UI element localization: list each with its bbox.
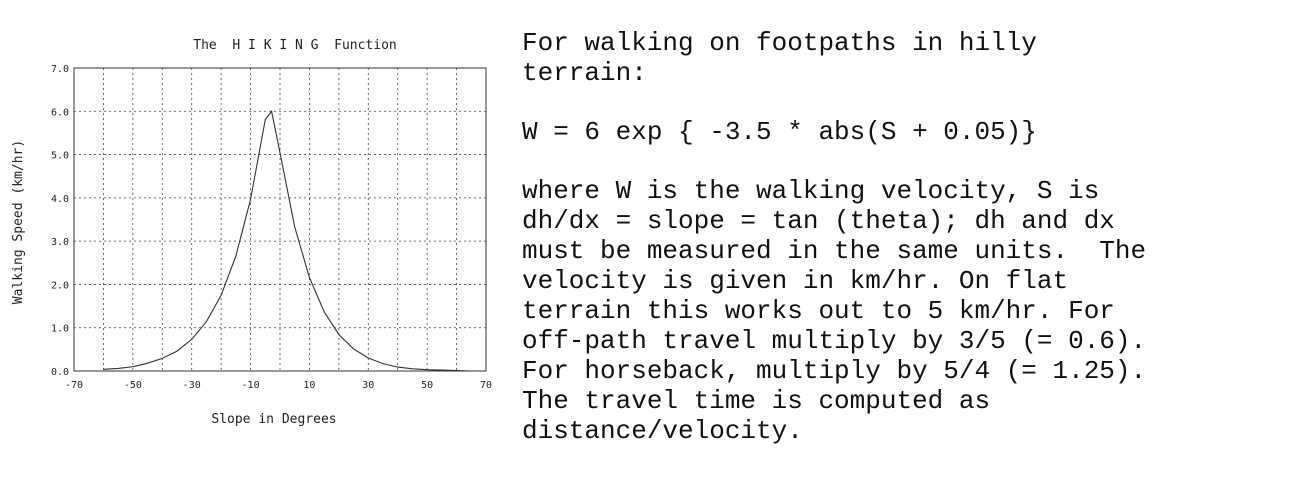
x-tick-label: -10 (242, 380, 260, 391)
x-tick-label: 50 (421, 380, 433, 391)
hiking-function-chart: The H I K I N G Function -70 -50 -30 -10 10 3… (11, 38, 492, 427)
body-line: terrain this works out to 5 km/hr. For (522, 296, 1115, 326)
tick-labels: -70 -50 -30 -10 10 30 50 70 0.0 1.0 2.0 3.0 4.0 5.0 6.… (51, 64, 492, 391)
body-line: off-path travel multiply by 3/5 (= 0.6). (522, 326, 1147, 356)
y-axis-label: Walking Speed (km/hr) (11, 140, 26, 304)
body-line: distance/velocity. (522, 416, 803, 446)
y-tick-label: 3.0 (51, 237, 69, 248)
plot-frame (73, 67, 487, 372)
body-line: The travel time is computed as (522, 386, 991, 416)
body-line: For horseback, multiply by 5/4 (= 1.25). (522, 356, 1147, 386)
x-tick-label: -30 (183, 380, 201, 391)
x-tick-label: -50 (124, 380, 142, 391)
body-line: where W is the walking velocity, S is (522, 176, 1100, 206)
body-line: must be measured in the same units. The (522, 236, 1147, 266)
y-tick-label: 4.0 (51, 194, 69, 205)
intro-line: For walking on footpaths in hilly (522, 28, 1037, 58)
y-tick-label: 5.0 (51, 151, 69, 162)
grid (74, 68, 486, 371)
x-tick-label: 70 (480, 380, 492, 391)
body-line: velocity is given in km/hr. On flat (522, 266, 1069, 296)
x-axis-label: Slope in Degrees (211, 412, 336, 427)
y-tick-label: 7.0 (51, 64, 69, 75)
x-tick-label: 10 (303, 380, 315, 391)
x-tick-label: 30 (362, 380, 374, 391)
formula: W = 6 exp { -3.5 * abs(S + 0.05)} (522, 117, 1037, 147)
body-line: dh/dx = slope = tan (theta); dh and dx (522, 206, 1115, 236)
x-tick-label: -70 (65, 380, 83, 391)
y-tick-label: 1.0 (51, 324, 69, 335)
y-tick-label: 2.0 (51, 280, 69, 291)
intro-line: terrain: (522, 58, 647, 88)
y-tick-label: 0.0 (51, 367, 69, 378)
y-tick-label: 6.0 (51, 107, 69, 118)
hiking-curve (103, 110, 472, 372)
hiking-description: For walking on footpaths in hilly terrai… (522, 28, 1297, 446)
chart-title: The H I K I N G Function (193, 38, 397, 53)
